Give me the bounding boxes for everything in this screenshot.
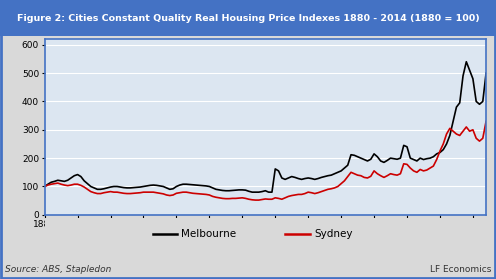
Melbourne: [457, 101, 463, 105]
Melbourne: [279, 176, 285, 180]
Sydney: [144, 191, 150, 194]
Line: Sydney: Sydney: [45, 121, 486, 200]
Sydney: [279, 198, 285, 201]
Line: Melbourne: Melbourne: [45, 62, 486, 192]
Sydney: [427, 166, 433, 170]
Text: Sydney: Sydney: [314, 229, 353, 239]
Melbourne: [483, 71, 489, 75]
Melbourne: [361, 158, 367, 161]
Text: Melbourne: Melbourne: [182, 229, 237, 239]
Sydney: [457, 134, 463, 137]
Text: LF Economics: LF Economics: [430, 265, 491, 274]
Melbourne: [295, 177, 301, 180]
Sydney: [295, 193, 301, 196]
Sydney: [361, 176, 367, 179]
Sydney: [42, 185, 48, 188]
Melbourne: [144, 184, 150, 187]
Text: Figure 2: Cities Constant Quality Real Housing Price Indexes 1880 - 2014 (1880 =: Figure 2: Cities Constant Quality Real H…: [17, 14, 479, 23]
Sydney: [483, 120, 489, 123]
Melbourne: [249, 191, 255, 194]
Melbourne: [42, 185, 48, 188]
Text: Source: ABS, Stapledon: Source: ABS, Stapledon: [5, 265, 111, 274]
Melbourne: [427, 157, 433, 160]
Sydney: [252, 198, 258, 202]
Melbourne: [463, 60, 469, 63]
